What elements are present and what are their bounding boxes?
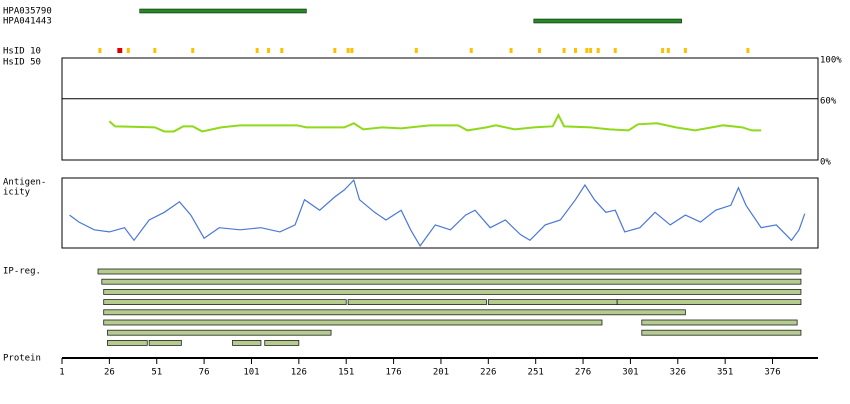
y-tick-label: 100% <box>820 56 842 66</box>
hsid-mark <box>585 48 589 53</box>
tick-label: 201 <box>433 368 449 378</box>
protein-label: Protein <box>3 354 41 364</box>
antigenicity-frame <box>61 177 819 249</box>
ip-region <box>103 288 802 295</box>
ip-region <box>103 299 347 306</box>
tick-label: 176 <box>385 368 401 378</box>
hsid-mark <box>666 48 670 53</box>
tick-label: 1 <box>59 368 64 378</box>
antigen-label: HPA041443 <box>3 17 52 27</box>
hsid-mark <box>126 48 130 53</box>
hsid-mark <box>119 48 123 53</box>
ip-region <box>616 299 802 306</box>
ip-region <box>264 339 300 346</box>
hsid-mark <box>117 48 121 53</box>
ip-region <box>101 278 802 285</box>
hsid-mark <box>255 48 259 53</box>
hsid-mark <box>153 48 157 53</box>
tick-label: 51 <box>151 368 162 378</box>
hsid-mark <box>469 48 473 53</box>
hsid-label: HsID 50 <box>3 58 41 68</box>
ip-region <box>232 339 262 346</box>
hsid-mark <box>589 48 593 53</box>
tick-label: 301 <box>622 368 638 378</box>
ip-region <box>148 339 182 346</box>
tick-label: 226 <box>480 368 496 378</box>
line <box>69 178 806 247</box>
ip-region <box>347 299 487 306</box>
hsid-mark <box>333 48 337 53</box>
tick-label: 376 <box>764 368 780 378</box>
hsid-mark <box>280 48 284 53</box>
ip-region <box>103 319 603 326</box>
ip-region <box>107 329 332 336</box>
hsid-mark <box>596 48 600 53</box>
hsid-mark <box>746 48 750 53</box>
hsid-mark <box>191 48 195 53</box>
hsid-mark <box>350 48 354 53</box>
ip-label: IP-reg. <box>3 267 41 277</box>
hsid-mark <box>562 48 566 53</box>
hsid-mark <box>414 48 418 53</box>
ip-region <box>641 329 802 336</box>
antigen-label: HPA035790 <box>3 7 52 17</box>
ip-region <box>103 309 686 316</box>
hsid-mark <box>346 48 350 53</box>
tick-label: 76 <box>199 368 210 378</box>
hsid-mark <box>683 48 687 53</box>
y-tick-label: 60% <box>820 96 837 106</box>
antigen-bar <box>533 18 682 24</box>
tick-label: 126 <box>291 368 307 378</box>
ip-region <box>487 299 618 306</box>
hsid-mark <box>98 48 102 53</box>
identity-frame <box>61 57 819 161</box>
hsid-mark <box>509 48 513 53</box>
antigenicity-label: Antigen- <box>3 178 46 188</box>
line <box>108 112 762 133</box>
ip-region <box>641 319 798 326</box>
tick-label: 251 <box>528 368 544 378</box>
y-tick-label: 0% <box>820 158 831 168</box>
tick-label: 351 <box>717 368 733 378</box>
hsid-label: HsID 10 <box>3 47 41 57</box>
ip-region <box>107 339 148 346</box>
hsid-mark <box>573 48 577 53</box>
hsid-mark <box>613 48 617 53</box>
hsid-mark <box>537 48 541 53</box>
tick-label: 151 <box>338 368 354 378</box>
ip-region <box>97 268 802 275</box>
tick-label: 326 <box>670 368 686 378</box>
hsid-mark <box>661 48 665 53</box>
antigenicity-label: icity <box>3 188 31 198</box>
antigen-bar <box>139 8 307 14</box>
tick-label: 26 <box>104 368 115 378</box>
tick-label: 276 <box>575 368 591 378</box>
tick-label: 101 <box>243 368 259 378</box>
hsid-mark <box>267 48 271 53</box>
